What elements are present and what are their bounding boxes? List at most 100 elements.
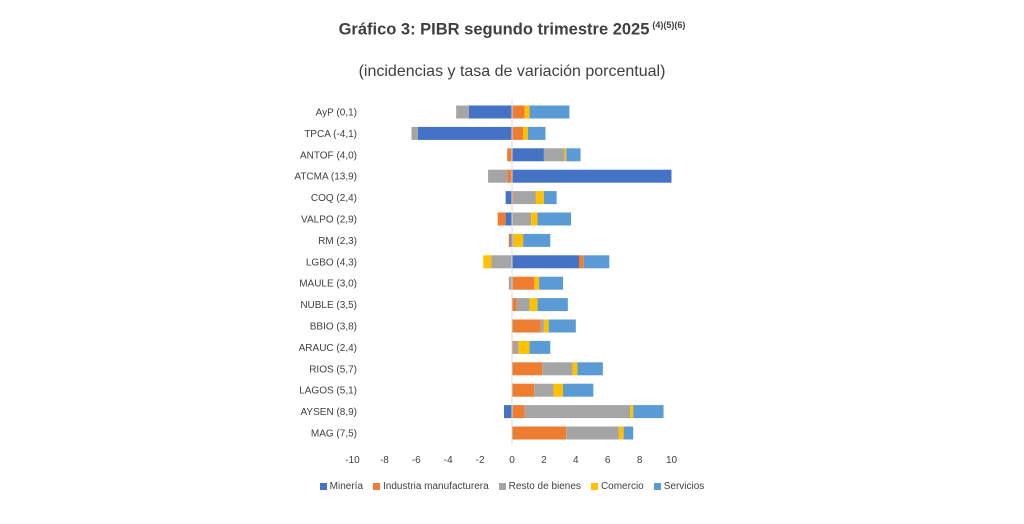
bar-segment — [534, 383, 554, 397]
chart-title: Gráfico 3: PIBR segundo trimestre 2025 (4… — [338, 20, 686, 39]
legend-swatch — [653, 483, 661, 490]
bar-segment — [566, 148, 581, 162]
bar-segment — [507, 169, 512, 183]
x-tick-label: 2 — [541, 455, 547, 466]
bar-segment — [618, 426, 624, 440]
x-tick-label: -2 — [476, 455, 485, 466]
bar-segment — [512, 426, 567, 440]
legend-swatch — [590, 483, 598, 490]
legend-label: Resto de bienes — [508, 481, 581, 492]
bar-segment — [540, 319, 544, 333]
bar-segment — [497, 212, 506, 226]
bar-segment — [512, 319, 541, 333]
bar-segment — [548, 319, 576, 333]
bar-segment — [531, 212, 538, 226]
chart-subtitle: (incidencias y tasa de variación porcent… — [358, 63, 666, 80]
legend-item: Industria manufacturera — [373, 481, 489, 492]
bar-segment — [543, 319, 549, 333]
x-tick-label: 10 — [666, 455, 678, 466]
legend-label: Industria manufacturera — [383, 481, 489, 492]
bar-segment — [630, 405, 634, 419]
bar-segment — [512, 126, 524, 140]
bar-segment — [539, 276, 564, 290]
bar-segment — [491, 255, 512, 269]
bar-segment — [513, 340, 519, 354]
bar-segment — [512, 148, 544, 162]
bar-segment — [512, 362, 543, 376]
bar-segment — [488, 169, 508, 183]
legend-item: Servicios — [653, 481, 705, 492]
bar-segment — [516, 298, 530, 312]
bar-segment — [543, 148, 565, 162]
bar-segment — [564, 148, 567, 162]
category-label: MAULE (3,0) — [299, 279, 357, 290]
bar-segment — [505, 191, 512, 205]
legend-label: Servicios — [663, 481, 705, 492]
bar-segment — [510, 233, 512, 247]
bar-segment — [529, 105, 570, 119]
category-label: LAGOS (5,1) — [299, 386, 357, 397]
bar-segment — [583, 255, 610, 269]
category-label: RIOS (5,7) — [309, 364, 357, 375]
bar-segment — [512, 191, 514, 205]
category-label: LGBO (4,3) — [306, 257, 357, 268]
bar-segment — [537, 298, 568, 312]
legend-swatch — [373, 483, 381, 490]
bar-segment — [563, 383, 594, 397]
bar-segment — [524, 105, 530, 119]
bar-segment — [508, 233, 511, 247]
legend-item: Minería — [319, 481, 363, 492]
chart-title-footnote: (4)(5)(6) — [652, 20, 686, 30]
bar-segment — [417, 126, 512, 140]
bar-segment — [505, 212, 512, 226]
bar-segment — [529, 340, 551, 354]
bar-segment — [411, 126, 418, 140]
bar-segment — [529, 298, 538, 312]
bar-segment — [512, 255, 579, 269]
x-tick-label: 4 — [573, 455, 579, 466]
bar-segment — [523, 126, 528, 140]
bar-segment — [513, 233, 524, 247]
category-label: TPCA (-4,1) — [304, 129, 357, 140]
category-label: COQ (2,4) — [311, 193, 357, 204]
bar-segment — [512, 383, 535, 397]
bar-segment — [512, 405, 525, 419]
category-label: BBIO (3,8) — [310, 322, 357, 333]
category-label: ARAUC (2,4) — [299, 343, 357, 354]
bar-segment — [456, 105, 469, 119]
category-label: AyP (0,1) — [316, 108, 357, 119]
x-tick-label: -4 — [444, 455, 453, 466]
bar-segment — [543, 191, 557, 205]
category-label: VALPO (2,9) — [301, 215, 357, 226]
bar-segment — [513, 191, 536, 205]
chart-legend: Minería Industria manufacturera Resto de b… — [0, 481, 1024, 492]
bar-segment — [524, 405, 631, 419]
bar-segment — [535, 191, 544, 205]
x-tick-label: -6 — [412, 455, 421, 466]
bar-segment — [534, 276, 540, 290]
bar-segment — [507, 148, 512, 162]
category-label: ATCMA (13,9) — [294, 172, 357, 183]
bar-segment — [633, 405, 664, 419]
bar-segment — [512, 169, 672, 183]
bar-segment — [518, 340, 530, 354]
bar-segment — [508, 276, 512, 290]
bar-segment — [483, 255, 492, 269]
bar-segment — [512, 105, 525, 119]
x-tick-label: -10 — [345, 455, 360, 466]
category-label: NUBLE (3,5) — [300, 300, 357, 311]
bar-segment — [512, 233, 514, 247]
legend-label: Comercio — [600, 481, 644, 492]
legend-item: Resto de bienes — [498, 481, 581, 492]
category-label: RM (2,3) — [318, 236, 357, 247]
x-tick-label: 8 — [637, 455, 643, 466]
category-label: AYSEN (8,9) — [301, 407, 358, 418]
bar-segment — [512, 212, 532, 226]
bar-segment — [577, 362, 603, 376]
x-tick-label: 0 — [509, 455, 515, 466]
bar-segment — [542, 362, 573, 376]
bar-segment — [504, 405, 512, 419]
category-label: MAG (7,5) — [311, 429, 357, 440]
bar-segment — [523, 233, 551, 247]
